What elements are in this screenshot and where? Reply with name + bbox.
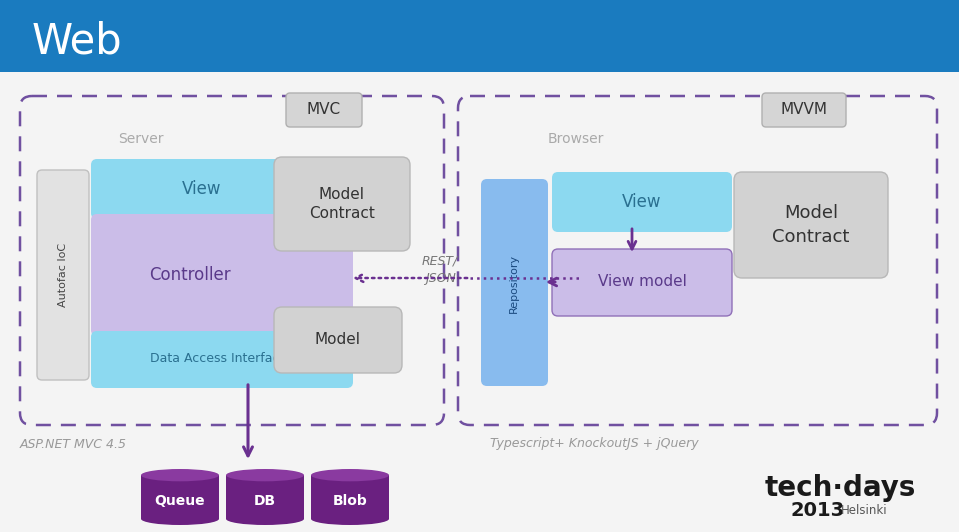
- FancyBboxPatch shape: [311, 475, 389, 519]
- Text: Server: Server: [118, 132, 163, 146]
- FancyBboxPatch shape: [91, 331, 353, 388]
- FancyBboxPatch shape: [734, 172, 888, 278]
- FancyBboxPatch shape: [552, 172, 732, 232]
- FancyBboxPatch shape: [552, 249, 732, 316]
- FancyBboxPatch shape: [91, 159, 313, 219]
- Text: DB: DB: [254, 494, 276, 508]
- FancyBboxPatch shape: [286, 93, 362, 127]
- FancyBboxPatch shape: [37, 170, 89, 380]
- FancyBboxPatch shape: [762, 93, 846, 127]
- Ellipse shape: [226, 513, 304, 525]
- Text: View model: View model: [597, 275, 687, 289]
- Text: Helsinki: Helsinki: [841, 503, 887, 517]
- Text: Queue: Queue: [154, 494, 205, 508]
- FancyBboxPatch shape: [481, 179, 548, 386]
- Text: View: View: [182, 180, 222, 198]
- FancyBboxPatch shape: [274, 307, 402, 373]
- FancyBboxPatch shape: [226, 475, 304, 519]
- Text: tech·days: tech·days: [764, 474, 916, 502]
- Text: 2013: 2013: [791, 501, 845, 520]
- Text: Model
Contract: Model Contract: [772, 204, 850, 246]
- Text: ASP.NET MVC 4.5: ASP.NET MVC 4.5: [20, 437, 127, 451]
- Text: Model
Contract: Model Contract: [309, 187, 375, 221]
- Text: MVC: MVC: [307, 103, 341, 118]
- Text: Model: Model: [315, 332, 361, 347]
- Text: REST/
JSON: REST/ JSON: [422, 255, 458, 285]
- Text: Blob: Blob: [333, 494, 367, 508]
- Text: Data Access Interfaces: Data Access Interfaces: [151, 353, 293, 365]
- Text: Browser: Browser: [548, 132, 604, 146]
- Text: Autofac IoC: Autofac IoC: [58, 243, 68, 307]
- Ellipse shape: [226, 469, 304, 481]
- FancyBboxPatch shape: [141, 475, 219, 519]
- Ellipse shape: [311, 469, 389, 481]
- Text: Web: Web: [32, 21, 123, 63]
- Text: Controller: Controller: [150, 266, 231, 284]
- Text: Repository: Repository: [509, 253, 519, 313]
- FancyBboxPatch shape: [0, 0, 959, 72]
- Ellipse shape: [141, 469, 219, 481]
- Ellipse shape: [141, 513, 219, 525]
- Text: View: View: [622, 193, 662, 211]
- Text: Typescript+ KnockoutJS + jQuery: Typescript+ KnockoutJS + jQuery: [490, 437, 698, 451]
- FancyBboxPatch shape: [91, 214, 353, 336]
- Text: MVVM: MVVM: [781, 103, 828, 118]
- FancyBboxPatch shape: [274, 157, 410, 251]
- Ellipse shape: [311, 513, 389, 525]
- FancyBboxPatch shape: [0, 72, 959, 532]
